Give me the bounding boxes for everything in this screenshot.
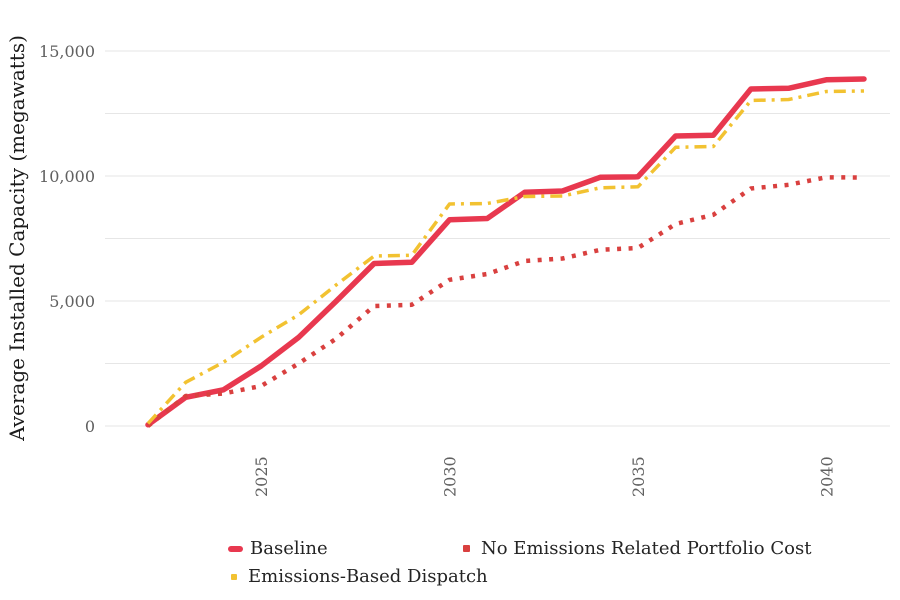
legend-item-baseline[interactable]: Baseline <box>228 538 460 559</box>
x-tick-label: 2025 <box>252 456 271 497</box>
series-line-baseline[interactable] <box>145 76 867 428</box>
x-tick-label: 2040 <box>817 456 836 497</box>
gridlines <box>105 50 890 427</box>
baseline-legend-swatch-icon <box>228 545 243 552</box>
x-axis-tick-labels: 2025 2030 2035 2040 <box>252 456 836 497</box>
chart-plot-area: Average Installed Capacity (megawatts) 0… <box>5 35 890 497</box>
legend: Baseline No Emissions Related Portfolio … <box>228 538 811 587</box>
series-line-emissions-based-dispatch[interactable] <box>146 89 865 425</box>
legend-label-baseline: Baseline <box>250 538 328 559</box>
series-line-no-emissions-related-portfolio-cost[interactable] <box>146 175 865 428</box>
legend-label-emissions-dispatch: Emissions-Based Dispatch <box>248 566 488 587</box>
legend-label-no-emissions: No Emissions Related Portfolio Cost <box>481 538 812 559</box>
x-tick-label: 2030 <box>440 456 459 497</box>
y-tick-label: 15,000 <box>39 42 95 61</box>
x-tick-label: 2035 <box>629 456 648 497</box>
emissions-dispatch-legend-swatch-icon <box>231 573 237 580</box>
y-tick-label: 0 <box>85 417 95 436</box>
legend-item-emissions-based-dispatch[interactable]: Emissions-Based Dispatch <box>228 566 488 587</box>
series-lines <box>145 76 867 428</box>
y-tick-label: 10,000 <box>39 167 95 186</box>
y-axis-tick-labels: 0 5,000 10,000 15,000 <box>39 42 95 436</box>
y-axis-title: Average Installed Capacity (megawatts) <box>5 35 29 442</box>
y-tick-label: 5,000 <box>49 292 95 311</box>
legend-item-no-emissions-portfolio-cost[interactable]: No Emissions Related Portfolio Cost <box>460 538 811 559</box>
no-emissions-legend-swatch-icon <box>463 545 470 552</box>
